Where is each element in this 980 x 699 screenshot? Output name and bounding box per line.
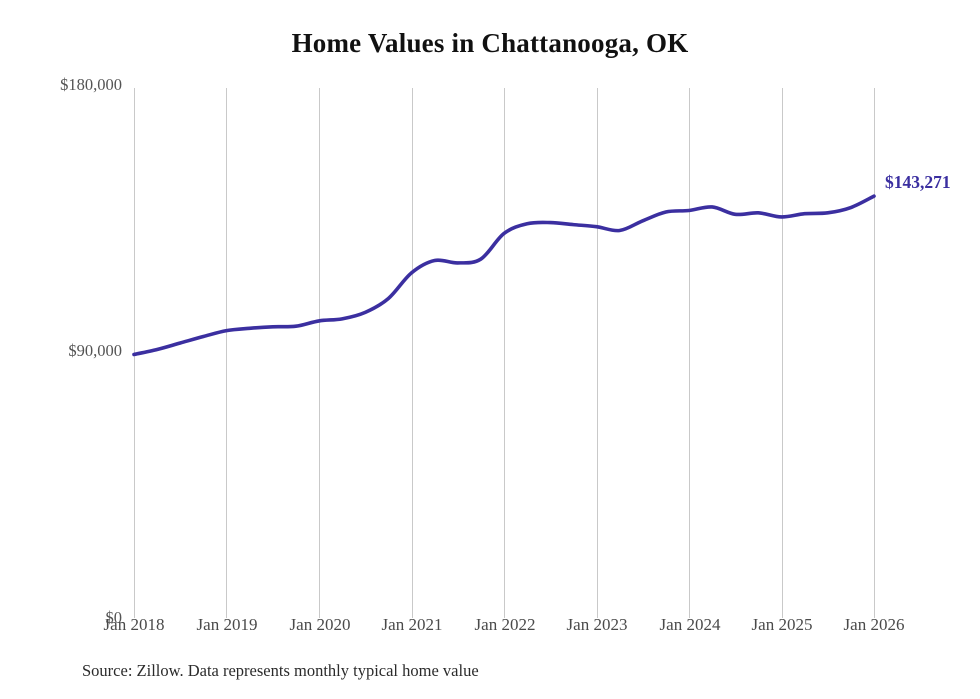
y-tick-label-0: $0 (105, 608, 123, 627)
gridline-jan-2021 (412, 88, 413, 618)
gridline-jan-2022 (504, 88, 505, 618)
gridline-jan-2019 (226, 88, 227, 618)
plot-area (132, 88, 876, 618)
x-tick-label-jan-2026: Jan 2026 (843, 615, 905, 634)
y-tick-label-90000: $90,000 (68, 341, 122, 360)
y-axis: $180,000 $90,000 $0 (0, 0, 122, 699)
x-tick-label-jan-2024: Jan 2024 (659, 615, 721, 634)
x-tick-label-jan-2018: Jan 2018 (103, 615, 165, 634)
gridline-jan-2020 (319, 88, 320, 618)
gridline-jan-2026 (874, 88, 875, 618)
end-value-annotation: $143,271 (885, 172, 951, 192)
gridline-jan-2023 (597, 88, 598, 618)
x-tick-label-jan-2021: Jan 2021 (381, 615, 443, 634)
gridline-jan-2025 (782, 88, 783, 618)
x-tick-label-jan-2020: Jan 2020 (289, 615, 351, 634)
x-tick-label-jan-2019: Jan 2019 (196, 615, 258, 634)
x-tick-label-jan-2025: Jan 2025 (751, 615, 813, 634)
y-tick-label-180000: $180,000 (60, 75, 122, 94)
source-note: Source: Zillow. Data represents monthly … (82, 661, 479, 680)
series-line-typical-home-value (132, 194, 876, 357)
x-tick-label-jan-2023: Jan 2023 (566, 615, 628, 634)
series-path (132, 194, 876, 357)
gridline-jan-2024 (689, 88, 690, 618)
x-tick-label-jan-2022: Jan 2022 (474, 615, 536, 634)
chart-title: Home Values in Chattanooga, OK (291, 28, 689, 58)
